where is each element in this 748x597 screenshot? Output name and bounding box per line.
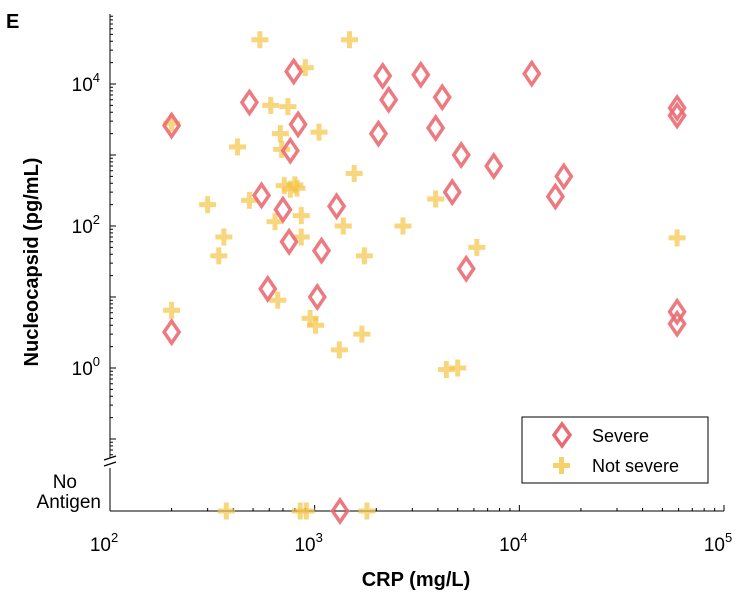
data-point-severe — [310, 286, 325, 308]
data-point-not-severe — [272, 125, 289, 142]
data-point-not-severe — [341, 31, 358, 48]
legend-label-not-severe: Not severe — [592, 456, 679, 476]
data-point-severe — [428, 117, 443, 139]
data-point-severe — [381, 89, 396, 111]
data-point-severe — [670, 105, 685, 127]
data-point-not-severe — [669, 229, 686, 246]
data-point-severe — [286, 60, 301, 82]
axis-break-mark-2 — [104, 462, 116, 466]
data-point-severe — [282, 231, 297, 253]
data-point-severe — [556, 165, 571, 187]
x-tick-label: 103 — [294, 530, 322, 556]
data-point-not-severe — [251, 31, 268, 48]
data-point-not-severe — [468, 239, 485, 256]
data-point-severe — [375, 65, 390, 87]
data-point-severe — [454, 144, 469, 166]
data-point-not-severe — [218, 503, 235, 520]
data-point-not-severe — [449, 360, 466, 377]
data-point-not-severe — [293, 207, 310, 224]
data-point-severe — [413, 64, 428, 86]
x-tick-label: 104 — [499, 530, 527, 556]
data-point-not-severe — [331, 341, 348, 358]
data-point-not-severe — [394, 218, 411, 235]
data-point-severe — [275, 199, 290, 221]
data-point-not-severe — [358, 503, 375, 520]
data-point-not-severe — [311, 124, 328, 141]
data-point-not-severe — [346, 165, 363, 182]
data-point-severe — [329, 195, 344, 217]
x-minor-ticks — [110, 505, 724, 511]
data-point-not-severe — [353, 326, 370, 343]
data-point-not-severe — [335, 218, 352, 235]
y-tick-label: 100 — [72, 354, 100, 380]
no-antigen-label-line1: No — [53, 472, 77, 493]
data-point-severe — [548, 186, 563, 208]
x-tick-label: 105 — [704, 530, 732, 556]
legend-label-severe: Severe — [592, 426, 649, 446]
y-tick-label: 104 — [72, 70, 100, 96]
data-point-severe — [254, 184, 269, 206]
data-point-not-severe — [427, 191, 444, 208]
data-point-not-severe — [262, 97, 279, 114]
data-point-not-severe — [215, 228, 232, 245]
panel-label: E — [6, 11, 19, 33]
data-point-severe — [435, 86, 450, 108]
data-point-severe — [260, 278, 275, 300]
data-point-severe — [445, 181, 460, 203]
data-point-not-severe — [229, 138, 246, 155]
legend: Severe Not severe — [522, 417, 708, 483]
x-tick-labels: 102 103 104 105 — [90, 530, 732, 556]
x-tick-label: 102 — [90, 530, 118, 556]
data-point-not-severe — [279, 98, 296, 115]
data-point-severe — [164, 321, 179, 343]
data-point-severe — [242, 91, 257, 113]
y-minor-ticks — [110, 16, 116, 455]
data-point-severe — [371, 123, 386, 145]
x-axis-label: CRP (mg/L) — [362, 569, 471, 591]
data-point-not-severe — [210, 247, 227, 264]
data-point-not-severe — [199, 196, 216, 213]
data-point-severe — [524, 63, 539, 85]
y-tick-labels: 100 102 104 — [72, 70, 100, 380]
data-point-severe — [291, 113, 306, 135]
y-tick-label: 102 — [72, 212, 100, 238]
no-antigen-label-line2: Antigen — [37, 492, 101, 513]
y-axis-label: Nucleocapsid (pg/mL) — [21, 158, 43, 367]
data-point-severe — [670, 97, 685, 119]
data-point-not-severe — [356, 247, 373, 264]
data-point-not-severe — [163, 302, 180, 319]
data-point-severe — [314, 240, 329, 262]
data-point-severe — [486, 155, 501, 177]
data-point-severe — [459, 258, 474, 280]
